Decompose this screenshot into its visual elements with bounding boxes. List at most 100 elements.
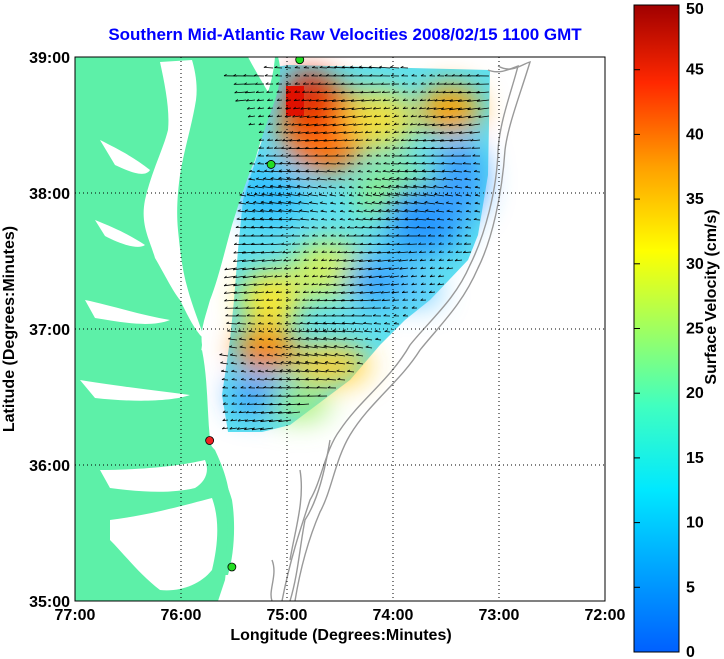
velocity-arrow-head <box>381 90 385 93</box>
velocity-arrow-head <box>229 353 234 356</box>
velocity-arrow <box>255 91 265 93</box>
velocity-arrow-head <box>298 123 302 126</box>
velocity-arrow <box>305 170 319 173</box>
velocity-arrow-head <box>229 345 233 348</box>
velocity-arrow-head <box>402 114 406 118</box>
velocity-arrow-head <box>456 234 460 237</box>
velocity-arrow-head <box>260 234 263 237</box>
x-tick-label: 76:00 <box>161 607 202 624</box>
velocity-arrow-head <box>343 259 347 262</box>
velocity-arrow-head <box>312 250 316 253</box>
velocity-arrow <box>327 275 337 278</box>
velocity-arrow-head <box>250 234 254 237</box>
velocity-arrow-head <box>273 266 277 270</box>
velocity-arrow <box>276 107 283 110</box>
velocity-arrow <box>345 354 355 357</box>
velocity-arrow-head <box>254 290 258 294</box>
land <box>75 57 281 601</box>
velocity-arrow-head <box>234 90 238 94</box>
velocity-arrow-head <box>322 123 326 127</box>
velocity-arrow-head <box>318 74 322 77</box>
velocity-arrow-head <box>459 131 462 134</box>
velocity-arrow-head <box>234 234 238 237</box>
velocity-arrow <box>445 194 454 197</box>
velocity-arrow <box>410 123 418 126</box>
velocity-arrow-head <box>348 193 352 196</box>
velocity-arrow <box>269 218 283 221</box>
velocity-arrow <box>275 283 283 286</box>
velocity-arrow <box>386 218 400 221</box>
velocity-arrow-head <box>422 184 426 187</box>
velocity-arrow-head <box>389 169 393 172</box>
velocity-arrow-head <box>393 98 396 101</box>
velocity-arrow-head <box>359 259 362 262</box>
velocity-arrow <box>285 291 292 293</box>
velocity-arrow-head <box>398 258 402 262</box>
velocity-arrow <box>285 283 292 286</box>
velocity-arrow-head <box>224 275 227 279</box>
velocity-arrow-head <box>362 217 366 220</box>
velocity-arrow-head <box>405 161 409 164</box>
velocity-arrow-head <box>300 106 304 110</box>
velocity-arrow-head <box>460 146 464 149</box>
velocity-arrow-head <box>455 250 459 253</box>
velocity-arrow-head <box>317 185 321 188</box>
velocity-arrow <box>382 99 391 102</box>
velocity-arrow-head <box>465 193 469 196</box>
velocity-arrow-head <box>273 146 277 149</box>
velocity-arrow-head <box>449 139 453 142</box>
velocity-arrow <box>365 194 373 197</box>
velocity-arrow-head <box>267 138 271 141</box>
velocity-arrow-head <box>439 131 443 134</box>
velocity-arrow-head <box>327 275 330 278</box>
velocity-arrow-head <box>293 98 297 102</box>
velocity-arrow-head <box>295 368 299 371</box>
velocity-arrow-head <box>433 107 437 110</box>
velocity-arrow-head <box>311 74 315 77</box>
velocity-arrow-head <box>275 130 279 134</box>
velocity-arrow <box>264 283 274 286</box>
velocity-arrow-head <box>233 251 237 254</box>
velocity-arrow-head <box>355 217 359 220</box>
velocity-arrow <box>426 107 436 110</box>
velocity-arrow-head <box>403 192 408 195</box>
velocity-arrow <box>258 354 265 357</box>
velocity-arrow-head <box>377 217 381 220</box>
velocity-arrow <box>386 201 400 205</box>
velocity-arrow-head <box>323 131 326 134</box>
velocity-arrow-head <box>330 225 334 229</box>
velocity-arrow <box>325 370 337 373</box>
velocity-arrow <box>373 107 382 110</box>
colorbar-tick-label: 5 <box>686 579 695 596</box>
velocity-arrow-head <box>244 298 248 302</box>
velocity-arrow-head <box>344 345 348 347</box>
velocity-arrow <box>378 210 391 213</box>
velocity-arrow-head <box>320 266 324 270</box>
velocity-arrow-head <box>275 282 278 286</box>
velocity-arrow-head <box>358 267 362 271</box>
velocity-arrow <box>420 267 427 270</box>
colorbar-label: Surface Velocity (cm/s) <box>703 209 720 384</box>
velocity-arrow-head <box>287 184 291 187</box>
velocity-arrow-head <box>284 329 288 332</box>
y-tick-label: 37:00 <box>29 322 70 339</box>
velocity-arrow <box>366 186 373 189</box>
velocity-arrow <box>255 186 265 189</box>
velocity-arrow-head <box>276 298 280 301</box>
velocity-arrow-head <box>379 200 383 203</box>
velocity-arrow-head <box>290 225 294 228</box>
velocity-arrow <box>260 427 274 431</box>
velocity-arrow-head <box>268 411 272 414</box>
velocity-arrow <box>309 299 319 301</box>
velocity-arrow-head <box>438 274 441 278</box>
velocity-arrow-head <box>285 298 289 301</box>
velocity-arrow-head <box>287 411 291 414</box>
velocity-arrow-head <box>221 369 225 372</box>
velocity-arrow-head <box>384 154 388 157</box>
velocity-arrow-head <box>364 122 367 126</box>
velocity-arrow-head <box>397 250 401 254</box>
velocity-arrow-head <box>259 217 263 220</box>
velocity-arrow-head <box>354 225 358 228</box>
velocity-arrow-head <box>421 154 425 157</box>
velocity-arrow <box>333 338 346 341</box>
